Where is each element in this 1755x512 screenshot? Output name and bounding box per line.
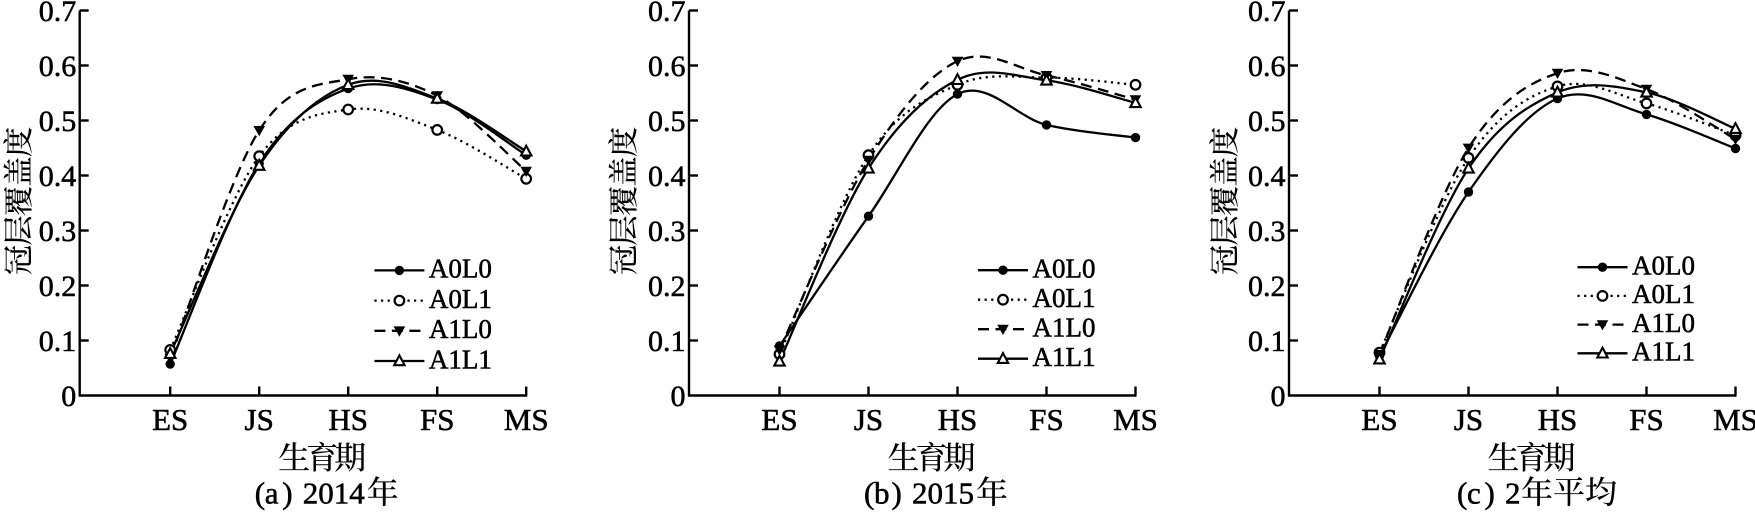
svg-text:ES: ES (1361, 402, 1397, 437)
svg-text:2014: 2014 (303, 476, 366, 511)
svg-text:A0L1: A0L1 (1632, 279, 1695, 309)
svg-text:0.6: 0.6 (648, 50, 686, 83)
svg-text:MS: MS (504, 402, 549, 437)
svg-text:0.6: 0.6 (39, 50, 77, 83)
svg-text:0: 0 (61, 380, 76, 413)
svg-text:A1L0: A1L0 (1033, 313, 1096, 343)
svg-text:0.4: 0.4 (39, 160, 77, 193)
svg-text:A0L1: A0L1 (429, 284, 492, 314)
svg-text:2: 2 (1505, 476, 1521, 511)
svg-text:FS: FS (1629, 402, 1663, 437)
svg-text:2015: 2015 (912, 476, 974, 511)
svg-text:0.6: 0.6 (1248, 50, 1286, 83)
svg-text:MS: MS (1113, 402, 1158, 437)
svg-text:A1L0: A1L0 (429, 314, 492, 344)
svg-text:0.1: 0.1 (648, 325, 686, 358)
svg-text:FS: FS (1029, 402, 1063, 437)
svg-text:0.2: 0.2 (1248, 270, 1286, 303)
svg-text:0.5: 0.5 (648, 105, 686, 138)
svg-text:0.5: 0.5 (39, 105, 77, 138)
svg-text:MS: MS (1713, 402, 1755, 437)
svg-text:0.7: 0.7 (648, 0, 686, 28)
svg-text:A1L0: A1L0 (1632, 308, 1695, 338)
svg-text:0: 0 (1271, 380, 1286, 413)
svg-text:A1L1: A1L1 (429, 344, 492, 374)
svg-text:HS: HS (1538, 402, 1578, 437)
svg-text:ES: ES (152, 402, 188, 437)
svg-text:A0L0: A0L0 (1033, 254, 1096, 284)
svg-text:HS: HS (328, 402, 368, 437)
svg-text:0.4: 0.4 (648, 160, 686, 193)
svg-text:0.1: 0.1 (1248, 325, 1286, 358)
svg-text:a: a (265, 476, 279, 511)
svg-text:A0L1: A0L1 (1033, 283, 1096, 313)
svg-text:): ) (1485, 476, 1495, 511)
svg-text:0.1: 0.1 (39, 325, 77, 358)
svg-text:): ) (282, 476, 292, 511)
svg-text:0.7: 0.7 (1248, 0, 1286, 28)
svg-text:0.3: 0.3 (648, 215, 686, 248)
svg-text:JS: JS (1454, 402, 1483, 437)
svg-text:(: ( (255, 476, 265, 511)
svg-text:FS: FS (420, 402, 454, 437)
svg-text:A0L0: A0L0 (1632, 251, 1695, 281)
svg-text:0.3: 0.3 (39, 215, 77, 248)
svg-text:0.2: 0.2 (39, 270, 77, 303)
svg-text:0.4: 0.4 (1248, 160, 1286, 193)
svg-text:0.2: 0.2 (648, 270, 686, 303)
svg-text:A0L0: A0L0 (429, 254, 492, 284)
svg-text:A1L1: A1L1 (1632, 337, 1695, 367)
svg-text:(: ( (1457, 476, 1467, 511)
svg-text:b: b (874, 476, 890, 511)
svg-text:0.5: 0.5 (1248, 105, 1286, 138)
svg-text:ES: ES (761, 402, 797, 437)
svg-text:0: 0 (671, 380, 686, 413)
svg-text:c: c (1467, 476, 1481, 511)
svg-text:A1L1: A1L1 (1033, 342, 1096, 372)
svg-text:): ) (892, 476, 902, 511)
svg-text:JS: JS (854, 402, 883, 437)
svg-text:(: ( (864, 476, 874, 511)
svg-text:0.3: 0.3 (1248, 215, 1286, 248)
svg-text:JS: JS (245, 402, 274, 437)
svg-text:0.7: 0.7 (39, 0, 77, 28)
svg-text:HS: HS (938, 402, 978, 437)
